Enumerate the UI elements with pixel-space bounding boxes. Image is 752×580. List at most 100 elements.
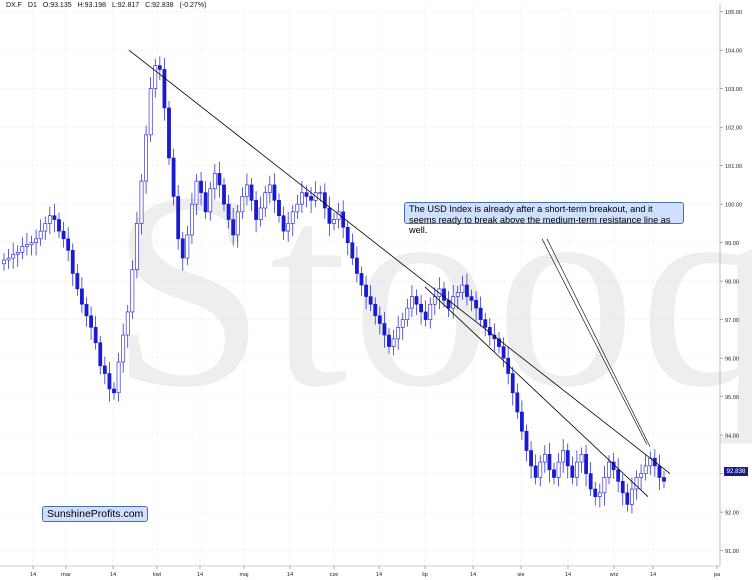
symbol-header: DX.F D1 O:93.135 H:93.198 L:92.817 C:92.… [6,2,210,9]
y-tick-label: 94.00 [725,433,739,439]
candle-body [520,411,524,432]
y-tick-label: 92.00 [725,510,739,516]
candle-body [157,65,162,70]
candle-body [538,461,543,478]
candle-body [643,465,648,474]
x-tick-label: 14 [650,572,656,578]
candle-body [148,88,153,136]
low-value: L:92.817 [111,2,140,9]
resistance-line-short [424,286,649,498]
candle-body [212,173,217,190]
candle-body [405,307,410,320]
candle-body [414,296,419,305]
candle-body [506,357,511,374]
candle-body [469,296,474,301]
timeframe: D1 [27,2,37,9]
open-value: O:93.135 [42,2,72,9]
candle-body [116,361,121,394]
y-tick-label: 98.00 [725,279,739,285]
candle-body [575,461,579,478]
annotation-pointer-a [541,238,648,445]
candle-body [584,454,588,474]
candle-body [180,238,185,259]
x-tick-label: 14 [565,572,571,578]
candle-body [501,346,506,359]
candle-body [345,226,350,243]
candle-body [295,203,300,213]
candle-body [139,180,144,224]
candle-body [373,303,378,317]
candle-body [529,450,533,467]
candle-body [451,296,456,309]
candle-body [258,207,263,220]
high-value: H:93.198 [77,2,106,9]
candle-body [199,180,203,193]
candle-body [217,173,222,186]
candle-body [579,454,584,463]
x-tick-label: 14 [287,572,293,578]
candle-body [620,481,625,494]
candle-body [630,488,634,505]
candle-body [176,196,181,240]
candle-body [341,211,346,228]
candle-body [11,253,16,259]
candle-body [29,242,34,245]
candle-body [662,477,666,482]
candle-body [377,315,382,324]
candle-body [112,388,116,394]
candle-body [616,469,621,482]
candle-body [634,477,639,490]
x-tick-label: 14 [110,572,116,578]
x-tick-label: 14 [470,572,476,578]
candle-body [442,288,446,301]
candle-body [556,461,561,478]
candle-body [309,196,313,201]
y-tick-label: 104.00 [725,48,742,54]
candle-body [391,338,396,347]
y-tick-label: 102.00 [725,125,742,131]
candle-body [561,450,566,463]
candle-body [162,69,167,109]
candle-body [93,327,98,344]
grid [0,4,720,566]
candle-body [121,334,126,363]
candle-body [322,192,327,209]
x-tick-label: 14 [376,572,382,578]
candle-body [281,215,286,232]
trend-lines [128,49,671,498]
candle-body [267,184,272,193]
candle-body [588,473,593,490]
candle-body [107,373,112,390]
candle-body [593,488,598,498]
candle-body [208,188,213,213]
x-tick-label: 14 [30,572,36,578]
candle-body [277,200,281,217]
candle-body [245,184,249,197]
x-tick-label: kwi [153,572,161,578]
candle-body [350,242,355,259]
y-tick-label: 91.00 [725,549,739,555]
x-tick-label: mar [61,572,71,578]
candle-body [515,392,520,413]
brand-label: SunshineProfits.com [42,506,149,522]
y-tick-label: 100.00 [725,202,742,208]
candle-body [419,303,423,313]
candle-body [359,273,364,286]
y-tick-label: 105.00 [725,10,742,16]
candle-body [304,192,309,197]
candle-body [542,454,547,463]
candle-body [552,469,556,478]
candle-body [203,192,208,213]
x-tick-label: 14 [197,572,203,578]
candle-body [272,184,277,201]
candle-body [483,319,488,328]
candle-body [547,454,552,471]
candle-body [43,223,48,232]
change-value: (-0.27%) [179,2,207,9]
annotation-pointer-b [546,238,651,447]
axes: 91.0092.0093.0094.0095.0096.0097.0098.00… [0,4,742,578]
candle-body [38,230,43,240]
candle-body [20,246,25,253]
candle-body [75,273,80,290]
